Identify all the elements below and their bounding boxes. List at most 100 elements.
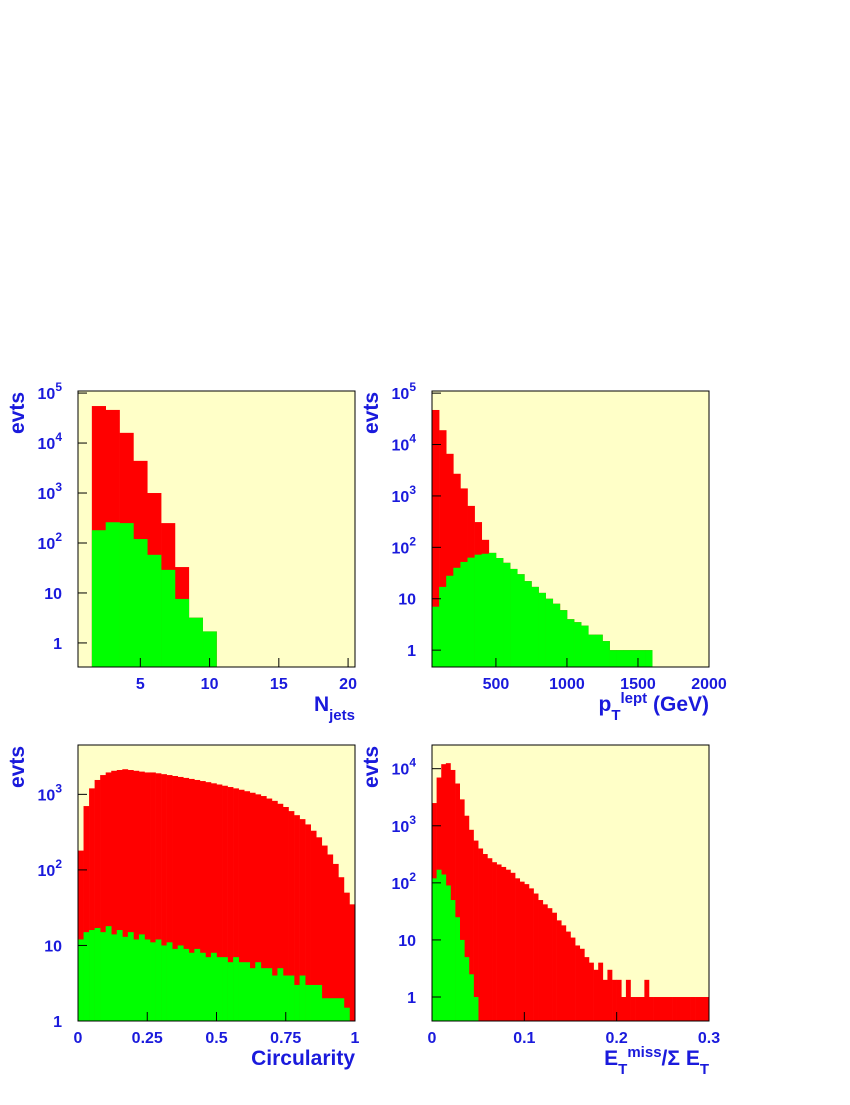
- x-tick-label: 0.2: [606, 1030, 628, 1047]
- histogram-bar: [496, 864, 502, 1021]
- x-axis-title: Njets: [314, 693, 355, 724]
- x-axis-title: pTlept (GeV): [598, 690, 709, 724]
- histogram-bar: [439, 430, 447, 667]
- y-tick-exponent: 5: [55, 380, 62, 394]
- histogram-bar: [310, 830, 317, 1021]
- histogram-bar: [482, 854, 488, 1021]
- histogram-bar: [172, 775, 179, 1021]
- x-axis-title-part: N: [314, 693, 329, 716]
- histogram-bar: [316, 984, 323, 1021]
- y-tick-label: 103: [38, 480, 63, 503]
- y-tick-label: 1: [53, 1014, 62, 1031]
- histogram-bar: [138, 771, 145, 1021]
- histogram-bar: [517, 574, 525, 667]
- histogram-bar: [188, 778, 195, 1021]
- histogram-bar: [561, 925, 567, 1021]
- histogram-bar: [524, 884, 530, 1021]
- y-tick-base: 10: [392, 540, 410, 557]
- histogram-bar: [294, 984, 300, 1021]
- histogram-bar: [282, 807, 289, 1021]
- histogram-bar: [255, 794, 262, 1021]
- histogram-bar: [441, 874, 447, 1021]
- histogram-bar: [464, 815, 470, 1021]
- y-tick-label: 103: [392, 813, 417, 836]
- x-tick-label: 0.1: [513, 1030, 535, 1047]
- histogram-bar: [174, 598, 190, 667]
- x-tick-label: 0.25: [132, 1030, 163, 1047]
- y-tick-label: 10: [398, 592, 416, 609]
- x-tick-label: 500: [483, 676, 510, 693]
- histogram-bar: [524, 581, 532, 667]
- histogram-bar: [450, 900, 456, 1021]
- histogram-bar: [464, 957, 470, 1021]
- histogram-bar: [183, 948, 190, 1021]
- histogram-bar: [667, 997, 673, 1021]
- x-axis-title: ETmiss/Σ ET: [604, 1044, 709, 1078]
- histogram-bar: [616, 979, 622, 1021]
- histogram-bar: [83, 932, 90, 1021]
- histogram-bar: [255, 962, 262, 1021]
- y-tick-label: 104: [392, 432, 417, 455]
- x-tick-label: 10: [201, 676, 219, 693]
- histogram-bar: [547, 908, 553, 1021]
- x-tick-label: 5: [136, 676, 145, 693]
- histogram-bar: [538, 592, 546, 667]
- histogram-bar: [552, 603, 561, 667]
- histogram-bar: [105, 926, 112, 1021]
- x-axis-title-part: T: [618, 1061, 627, 1078]
- x-axis-title-part: lept: [620, 690, 647, 707]
- x-axis-title-part: jets: [328, 707, 355, 724]
- histogram-bar: [94, 928, 101, 1021]
- histogram-bar: [205, 957, 212, 1021]
- y-tick-base: 10: [38, 536, 56, 553]
- histogram-bar: [630, 650, 639, 667]
- histogram-bar: [122, 936, 129, 1021]
- histogram-bar: [100, 932, 106, 1021]
- histogram-bar: [260, 968, 267, 1021]
- y-tick-base: 10: [38, 386, 56, 403]
- y-tick-label: 102: [38, 530, 63, 553]
- histogram-bar: [277, 803, 284, 1021]
- y-tick-label: 1: [407, 990, 416, 1007]
- x-axis-title: Circularity: [251, 1047, 355, 1070]
- histogram-bar: [515, 878, 521, 1021]
- y-tick-base: 10: [38, 436, 56, 453]
- histogram-bar: [188, 617, 203, 667]
- y-tick-label: 102: [392, 870, 417, 893]
- histogram-bar: [531, 586, 539, 667]
- histogram-bar: [455, 783, 460, 1021]
- histogram-bar: [349, 904, 356, 1021]
- histogram-bar: [260, 796, 267, 1021]
- histogram-bar: [194, 779, 201, 1021]
- histogram-bar: [579, 948, 585, 1021]
- histogram-bar: [133, 539, 148, 667]
- y-axis-title: evts: [6, 746, 29, 788]
- histogram-bar: [147, 554, 162, 667]
- histogram-bar: [144, 939, 151, 1021]
- histogram-bar: [432, 606, 440, 667]
- histogram-bar: [621, 997, 627, 1021]
- histogram-bar: [593, 969, 599, 1021]
- histogram-bar: [249, 968, 256, 1021]
- histogram-bar: [658, 997, 664, 1021]
- histogram-bar: [552, 912, 557, 1021]
- histogram-bar: [478, 848, 484, 1021]
- histogram-bar: [316, 837, 323, 1021]
- histogram-bar: [332, 863, 339, 1021]
- y-tick-exponent: 4: [409, 756, 416, 770]
- y-tick-base: 10: [38, 787, 56, 804]
- histogram-bar: [533, 893, 539, 1021]
- histogram-bar: [488, 552, 497, 667]
- histogram-bar: [155, 939, 162, 1021]
- histogram-bar: [205, 782, 212, 1021]
- histogram-bar: [122, 769, 129, 1021]
- histogram-bar: [436, 869, 442, 1021]
- y-tick-label: 103: [392, 483, 417, 506]
- histogram-bar: [144, 772, 151, 1021]
- histogram-bar: [127, 932, 134, 1021]
- histogram-bar: [495, 558, 504, 667]
- y-tick-exponent: 4: [55, 430, 62, 444]
- histogram-bar: [566, 619, 575, 667]
